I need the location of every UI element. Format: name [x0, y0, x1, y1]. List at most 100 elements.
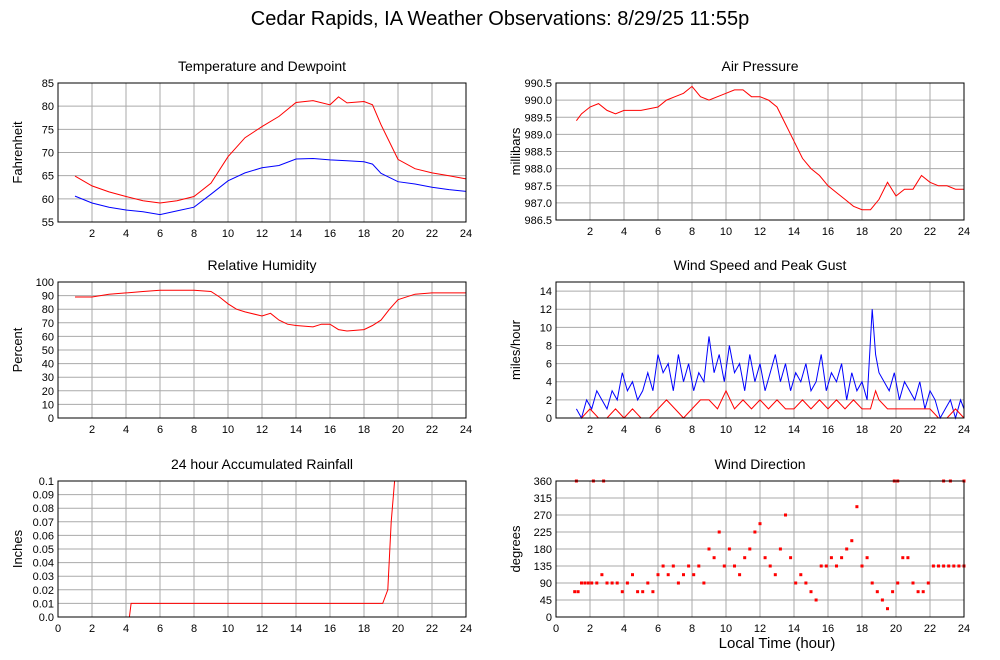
data-point [784, 513, 787, 517]
x-tick-label: 16 [324, 228, 336, 240]
chart-title: Relative Humidity [208, 257, 317, 273]
y-tick-label: 0 [546, 612, 552, 624]
y-tick-label: 0.02 [33, 585, 54, 597]
x-tick-label: 24 [958, 623, 970, 635]
data-point [773, 573, 777, 577]
y-tick-label: 70 [42, 148, 54, 160]
y-tick-label: 0.05 [33, 544, 54, 556]
x-tick-label: 14 [788, 226, 800, 238]
data-point [926, 581, 930, 585]
data-point [763, 556, 767, 560]
x-tick-label: 4 [621, 226, 627, 238]
y-tick-label: 90 [540, 578, 552, 590]
data-point [573, 590, 577, 594]
x-tick-label: 22 [426, 623, 438, 635]
x-tick-label: 2 [587, 424, 593, 436]
x-tick-label: 18 [358, 424, 370, 436]
x-tick-label: 2 [587, 623, 593, 635]
data-point [896, 581, 900, 585]
data-point [615, 581, 619, 585]
data-point [580, 581, 583, 585]
y-tick-label: 180 [534, 544, 552, 556]
data-point [768, 564, 772, 568]
x-tick-label: 2 [587, 226, 593, 238]
x-tick-label: 22 [426, 228, 438, 240]
data-point [583, 581, 587, 585]
data-point [840, 556, 844, 560]
y-tick-label: 990.0 [524, 95, 552, 107]
x-tick-label: 6 [157, 623, 163, 635]
data-point [712, 556, 716, 560]
y-axis-label: millibars [508, 127, 523, 175]
data-point [901, 556, 905, 560]
x-tick-label: 6 [655, 623, 661, 635]
x-tick-label: 6 [157, 228, 163, 240]
y-tick-label: 45 [540, 595, 552, 607]
series-line-2 [576, 389, 965, 419]
x-tick-label: 20 [890, 623, 902, 635]
data-point [911, 581, 915, 585]
x-tick-label: 8 [191, 228, 197, 240]
data-point [891, 590, 895, 594]
data-point [804, 581, 808, 585]
x-tick-label: 16 [822, 226, 834, 238]
y-axis-label: miles/hour [508, 319, 523, 380]
y-tick-label: 85 [42, 78, 54, 90]
x-tick-label: 10 [222, 228, 234, 240]
chart-title: Air Pressure [721, 58, 798, 74]
x-tick-label: 22 [924, 424, 936, 436]
data-point [931, 564, 935, 568]
x-tick-label: 16 [324, 424, 336, 436]
y-tick-label: 80 [42, 101, 54, 113]
x-axis-label: Local Time (hour) [718, 635, 836, 652]
x-tick-label: 18 [358, 228, 370, 240]
x-tick-label: 8 [689, 424, 695, 436]
x-tick-label: 24 [958, 226, 970, 238]
data-point [880, 598, 884, 602]
x-tick-label: 20 [890, 424, 902, 436]
y-tick-label: 988.0 [524, 164, 552, 176]
x-tick-label: 2 [89, 424, 95, 436]
data-point [865, 556, 869, 560]
data-point [870, 581, 874, 585]
y-tick-label: 70 [42, 318, 54, 330]
x-tick-label: 16 [822, 623, 834, 635]
x-tick-label: 12 [256, 424, 268, 436]
y-tick-label: 8 [546, 340, 552, 352]
data-point [586, 581, 590, 585]
data-point [620, 590, 624, 594]
chart-panel-3: Relative Humidity01020304050607080901002… [10, 257, 472, 436]
data-point [590, 581, 594, 585]
data-point [682, 573, 685, 577]
data-point [916, 590, 920, 594]
y-tick-label: 987.0 [524, 198, 552, 210]
data-point [957, 564, 961, 568]
data-point [794, 581, 798, 585]
data-point [789, 556, 793, 560]
data-point [666, 573, 670, 577]
x-tick-label: 14 [788, 623, 800, 635]
plot-frame [555, 281, 965, 419]
x-tick-label: 12 [754, 226, 766, 238]
data-point [738, 573, 742, 577]
x-tick-label: 12 [256, 623, 268, 635]
plot-frame [57, 82, 467, 223]
x-tick-label: 18 [856, 424, 868, 436]
y-tick-label: 60 [42, 194, 54, 206]
data-point [753, 530, 757, 534]
y-tick-label: 0.09 [33, 490, 54, 502]
x-tick-label: 22 [426, 424, 438, 436]
data-point [855, 505, 859, 509]
x-tick-label: 20 [392, 623, 404, 635]
chart-title: Wind Direction [714, 456, 805, 472]
y-tick-label: 990.5 [524, 78, 552, 90]
data-point [921, 590, 925, 594]
data-point [809, 590, 813, 594]
data-point [743, 556, 747, 560]
x-tick-label: 4 [123, 424, 129, 436]
x-tick-label: 8 [191, 623, 197, 635]
chart-panel-2: Air Pressure 986.5 987.0 987.5 988.0 988.5 989… [508, 58, 970, 238]
y-tick-label: 989.5 [524, 112, 552, 124]
